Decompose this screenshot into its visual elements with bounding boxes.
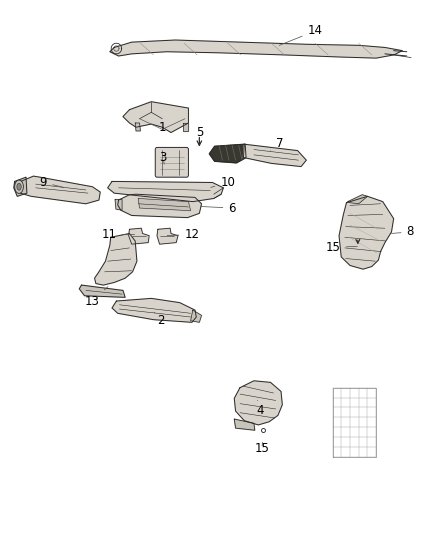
Ellipse shape: [14, 180, 23, 193]
Polygon shape: [157, 228, 178, 244]
Polygon shape: [115, 199, 122, 210]
Text: 15: 15: [254, 442, 269, 455]
Text: 14: 14: [279, 25, 322, 45]
FancyBboxPatch shape: [155, 148, 188, 177]
Polygon shape: [209, 144, 246, 163]
Text: 5: 5: [196, 126, 203, 139]
Polygon shape: [14, 177, 27, 196]
Text: 1: 1: [159, 120, 166, 134]
Polygon shape: [234, 419, 255, 430]
Polygon shape: [112, 298, 196, 322]
Text: 10: 10: [211, 176, 235, 189]
Polygon shape: [108, 181, 223, 201]
Polygon shape: [123, 102, 188, 133]
Text: 4: 4: [257, 400, 264, 416]
Polygon shape: [339, 196, 394, 269]
Polygon shape: [138, 198, 191, 211]
Polygon shape: [135, 123, 141, 131]
Polygon shape: [110, 40, 403, 58]
Text: 3: 3: [159, 151, 167, 164]
Text: 6: 6: [201, 201, 236, 214]
Text: 11: 11: [102, 228, 134, 241]
Polygon shape: [118, 194, 201, 217]
Polygon shape: [183, 123, 188, 131]
Polygon shape: [348, 195, 367, 204]
Text: 15: 15: [326, 241, 357, 254]
Text: 7: 7: [270, 136, 283, 151]
Polygon shape: [244, 144, 306, 166]
Ellipse shape: [17, 183, 21, 190]
Polygon shape: [129, 228, 149, 244]
Text: 2: 2: [154, 312, 165, 327]
Polygon shape: [79, 285, 125, 297]
Text: 12: 12: [167, 228, 199, 241]
Polygon shape: [95, 233, 137, 285]
Polygon shape: [234, 381, 283, 425]
Text: 9: 9: [40, 176, 64, 189]
Polygon shape: [191, 310, 201, 322]
Text: 8: 8: [392, 225, 414, 238]
Polygon shape: [16, 176, 100, 204]
Text: 13: 13: [85, 287, 108, 308]
